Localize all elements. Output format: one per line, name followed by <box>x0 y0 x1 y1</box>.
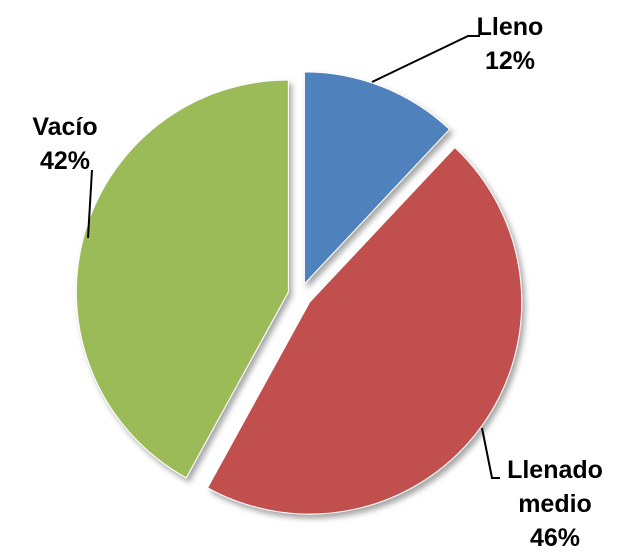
category-label: Llenado medio <box>507 456 603 518</box>
category-label: Lleno <box>476 13 544 41</box>
value-label: 46% <box>529 524 581 552</box>
slice-label: Llenado medio 46% <box>490 453 620 555</box>
pie-slice <box>206 146 523 515</box>
value-label: 12% <box>484 47 536 75</box>
leader-line <box>371 35 480 83</box>
slice-label: Lleno 12% <box>445 10 575 78</box>
leader-line <box>481 427 500 479</box>
category-label: Vacío <box>32 113 98 141</box>
pie-slice <box>303 71 451 286</box>
leader-line <box>87 169 93 239</box>
pie-slice <box>75 79 289 479</box>
value-label: 42% <box>39 147 91 175</box>
slice-label: Vacío 42% <box>0 110 130 178</box>
